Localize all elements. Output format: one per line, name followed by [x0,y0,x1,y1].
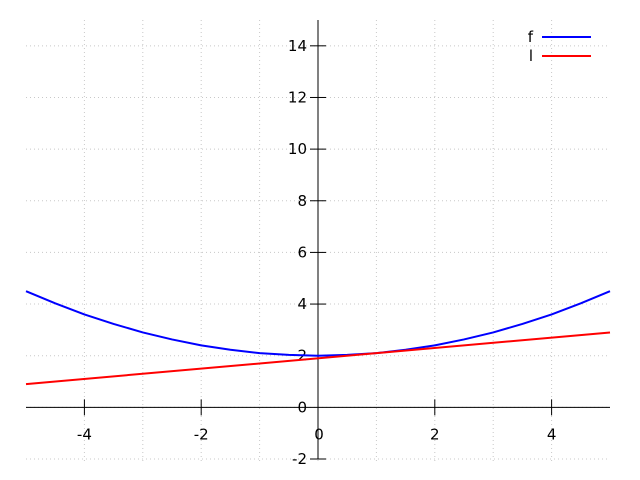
x-tick-label: 2 [430,425,440,443]
series-line-f [25,290,611,357]
legend-label-l: l [529,47,533,65]
y-tick-label: 4 [297,295,307,313]
y-tick-label: 6 [297,243,307,261]
y-tick-label: -2 [292,450,307,468]
y-tick-label: 14 [288,37,307,55]
x-tick-label: -4 [77,425,92,443]
y-tick-label: 0 [297,398,307,416]
x-tick-label: 0 [314,425,324,443]
x-tick-label: -2 [194,425,209,443]
axes [26,20,610,459]
y-tick-label: 10 [288,140,307,158]
series-line-l [25,331,611,386]
series [25,290,611,386]
legend: fl [528,28,591,65]
y-tick-label: 12 [288,88,307,106]
x-tick-label: 4 [547,425,557,443]
legend-label-f: f [528,28,534,46]
y-tick-label: 8 [297,192,307,210]
